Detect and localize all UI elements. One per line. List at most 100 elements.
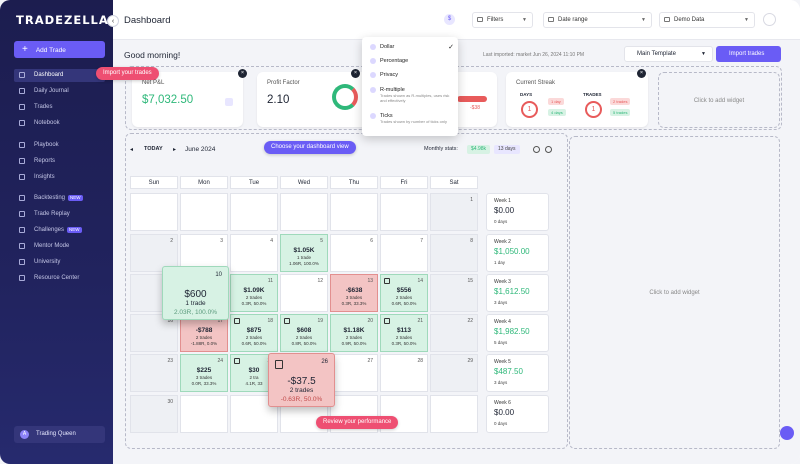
calendar-day-profit[interactable]: 5 $1.05K 1 trade 1.06R, 100.0% [280,234,328,272]
menu-item-percentage[interactable]: Percentage [370,58,408,64]
sidebar-item-backtesting[interactable]: Backtesting NEW [14,192,105,205]
calendar-day[interactable]: 2 [130,234,178,272]
net-pnl-value: $7,032.50 [142,94,194,106]
calendar-month: June 2024 [185,146,216,153]
add-trade-button[interactable]: + Add Trade [14,41,105,58]
menu-item-ticks[interactable]: Ticks Trades shown by number of ticks onl… [370,113,450,124]
calendar-day-empty [230,193,278,231]
week-label: Week 4 [494,319,511,325]
menu-item-r-multiple[interactable]: R-multiple Trades shown as R-multiples, u… [370,87,450,103]
calendar-day[interactable]: 16 [130,314,178,352]
calendar-day[interactable]: 15 [430,274,478,312]
sidebar-item-trade-replay[interactable]: Trade Replay [14,208,105,221]
template-dropdown[interactable]: Main Template ▼ [624,46,713,62]
day-number: 7 [420,238,423,244]
week-summary[interactable]: Week 4 $1,982.50 5 days [486,314,549,352]
close-icon[interactable]: × [351,69,360,78]
calendar-icon [548,17,554,22]
calendar-day-profit[interactable]: 18 $875 2 trades 0.6R, 50.0% [230,314,278,352]
chevron-right-icon[interactable]: ▸ [173,147,177,153]
week-summary[interactable]: Week 2 $1,050.00 1 day [486,234,549,272]
week-days: 5 days [494,340,508,345]
calendar-day[interactable]: 30 [130,395,178,433]
calendar-day[interactable]: 6 [330,234,378,272]
sidebar-item-mentor-mode[interactable]: Mentor Mode [14,240,105,253]
sidebar-item-insights[interactable]: Insights [14,171,105,184]
calendar-day[interactable]: 1 [430,193,478,231]
sidebar-item-resource-center[interactable]: Resource Center [14,272,105,285]
resource-icon [19,275,25,281]
calendar-day[interactable]: 28 [380,354,428,392]
day-number: 20 [367,318,373,324]
menu-item-privacy[interactable]: Privacy [370,72,398,78]
add-widget-slot-side[interactable]: Click to add widget [569,136,780,449]
calendar-day-profit[interactable]: 20 $1.18K 2 trades 0.9R, 50.0% [330,314,378,352]
profit-factor-gauge [332,84,358,110]
day-number: 6 [370,238,373,244]
today-button[interactable]: TODAY [144,146,163,152]
calendar-day[interactable]: 29 [430,354,478,392]
net-pnl-card[interactable]: Net P&L $7,032.50 [132,72,243,127]
week-summary[interactable]: Week 5 $487.50 3 days [486,354,549,392]
calendar-day[interactable]: 23 [130,354,178,392]
date-range-dropdown[interactable]: Date range ▼ [543,12,652,28]
calendar-day-expanded[interactable]: 10 $600 1 trade 2.03R, 100.0% [162,266,229,320]
settings-icon[interactable] [533,146,540,153]
sidebar-item-challenges[interactable]: Challenges NEW [14,224,105,237]
calendar-day[interactable]: 4 [230,234,278,272]
close-icon[interactable]: × [238,69,247,78]
menu-item-dollar[interactable]: Dollar ✓ [370,44,454,51]
sidebar-item-reports[interactable]: Reports [14,155,105,168]
calendar-day[interactable]: 8 [430,234,478,272]
user-profile[interactable]: A Trading Queen [14,426,105,443]
tooltip-import: Import your trades [96,67,159,80]
calendar-day-profit[interactable]: 11 $1.09K 2 trades 0.3R, 50.0% [230,274,278,312]
sidebar-item-playbook[interactable]: Playbook [14,139,105,152]
filters-dropdown[interactable]: Filters ▼ [472,12,533,28]
day-ratio: 0.6R, 50.0% [241,341,267,346]
calendar-day-profit[interactable]: 14 $556 2 trades 0.6R, 50.0% [380,274,428,312]
sidebar-item-trades[interactable]: Trades [14,101,105,114]
current-streak-card[interactable]: Current Streak DAYS TRADES 1 1 1 day 4 d… [506,72,648,127]
week-summary[interactable]: Week 6 $0.00 0 days [486,395,549,433]
calendar-day-loss[interactable]: 13 -$638 3 trades 0.3R, 33.3% [330,274,378,312]
sidebar-item-notebook[interactable]: Notebook [14,117,105,130]
week-summary[interactable]: Week 1 $0.00 0 days [486,193,549,231]
sidebar-item-dashboard[interactable]: Dashboard [14,69,105,82]
sidebar-item-daily-journal[interactable]: Daily Journal [14,85,105,98]
day-number: 10 [215,272,222,278]
notification-bell-icon[interactable] [763,13,776,26]
add-widget-slot-top[interactable]: Click to add widget [658,72,780,128]
collapse-sidebar-button[interactable]: ‹ [107,15,119,27]
calendar-day-profit[interactable]: 19 $608 2 trades 0.8R, 50.0% [280,314,328,352]
chevron-down-icon: ▼ [522,17,527,23]
currency-toggle-button[interactable]: $ [444,14,455,25]
calendar-day-profit[interactable]: 21 $113 2 trades 0.3R, 50.0% [380,314,428,352]
week-summary[interactable]: Week 3 $1,612.50 3 days [486,274,549,312]
calendar-day-expanded[interactable]: 26 -$37.5 2 trades -0.63R, 50.0% [268,353,335,407]
day-number: 18 [267,318,273,324]
import-trades-label: Import trades [729,51,765,57]
day-trades: 2 trades [395,295,413,300]
calendar-day[interactable]: 3 [180,234,228,272]
calendar-day[interactable]: 22 [430,314,478,352]
sidebar-item-university[interactable]: University [14,256,105,269]
sidebar: TRADEZELLA + Add Trade Dashboard Daily Jo… [0,0,113,464]
calendar-day-profit[interactable]: 24 $225 3 trades 0.0R, 33.3% [180,354,228,392]
day-pnl: $113 [396,327,412,334]
day-number: 22 [467,318,473,324]
day-ratio: 0.3R, 50.0% [391,341,417,346]
pnl-red-value: -$38 [470,105,481,111]
close-icon[interactable]: × [637,69,646,78]
chevron-left-icon[interactable]: ◂ [130,147,134,153]
menu-item-label: Ticks [380,113,393,119]
day-number: 28 [417,358,423,364]
import-trades-button[interactable]: Import trades [716,46,781,62]
day-pnl: $556 [396,287,412,294]
chat-bubble-icon[interactable] [780,426,794,440]
info-icon[interactable] [545,146,552,153]
calendar-day[interactable]: 27 [330,354,378,392]
account-dropdown[interactable]: Demo Data ▼ [659,12,755,28]
calendar-day[interactable]: 7 [380,234,428,272]
calendar-day[interactable]: 12 [280,274,328,312]
